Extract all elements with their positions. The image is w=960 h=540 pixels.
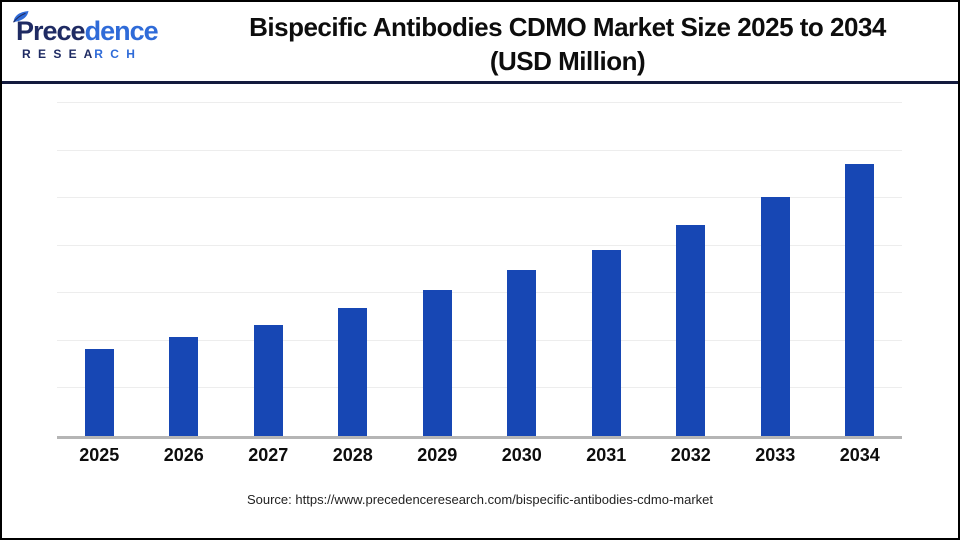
x-axis-label: 2029 (417, 445, 458, 465)
x-axis-label: 2025 (79, 445, 120, 465)
title-block: Bispecific Antibodies CDMO Market Size 2… (177, 2, 958, 81)
x-axis-label: 2026 (163, 445, 204, 465)
gridline (57, 244, 902, 246)
logo-wordmark: Precedence (16, 16, 177, 46)
bars-container (57, 103, 902, 436)
chart-subtitle: (USD Million) (489, 46, 646, 76)
bar-slot (226, 103, 311, 436)
x-axis-label: 2034 (839, 445, 880, 465)
bar-2029 (422, 290, 452, 436)
bar-chart: 2025 2026 2027 2028 2029 2030 2031 2032 2033 2034 (2, 102, 958, 466)
x-axis-label: 2032 (670, 445, 711, 465)
logo-wordmark-right: dence (84, 16, 159, 46)
header: Precedence R E S E AR C H Bispecific Ant… (2, 2, 958, 84)
gridline (57, 102, 902, 103)
logo-subtitle-left: R E S E A (22, 47, 95, 61)
logo-subtitle-right: R C H (94, 47, 137, 61)
bar-slot (733, 103, 818, 436)
gridline (57, 197, 902, 199)
x-axis-labels: 2025 2026 2027 2028 2029 2030 2031 2032 2033 2034 (57, 445, 902, 466)
bar-slot (311, 103, 396, 436)
precedence-research-logo: Precedence R E S E AR C H (2, 2, 177, 81)
bar-2025 (84, 348, 114, 436)
bar-slot (142, 103, 227, 436)
x-axis-label: 2027 (248, 445, 289, 465)
gridline (57, 292, 902, 294)
bar-2032 (676, 224, 706, 436)
gridline (57, 339, 902, 341)
chart-title: Bispecific Antibodies CDMO Market Size 2… (249, 12, 886, 42)
x-axis-label: 2033 (755, 445, 796, 465)
bar-2028 (338, 307, 368, 436)
bar-2026 (169, 337, 199, 436)
plot-area (57, 102, 902, 439)
source-text: Source: https://www.precedenceresearch.c… (246, 492, 714, 507)
bar-slot (564, 103, 649, 436)
bar-slot (649, 103, 734, 436)
logo-subtitle: R E S E AR C H (22, 46, 177, 62)
bar-2034 (845, 164, 875, 436)
bar-slot (818, 103, 903, 436)
x-axis-label: 2028 (332, 445, 373, 465)
logo-wordmark-left: Prece (16, 16, 86, 46)
bar-slot (57, 103, 142, 436)
bar-2030 (507, 270, 537, 436)
x-axis-label: 2031 (586, 445, 627, 465)
gridline (57, 149, 902, 151)
bar-2031 (591, 249, 621, 436)
x-axis-label: 2030 (501, 445, 542, 465)
bar-2033 (760, 197, 790, 436)
bar-2027 (253, 325, 283, 436)
gridline (57, 387, 902, 389)
bar-slot (480, 103, 565, 436)
bar-slot (395, 103, 480, 436)
leaf-icon (13, 11, 29, 23)
